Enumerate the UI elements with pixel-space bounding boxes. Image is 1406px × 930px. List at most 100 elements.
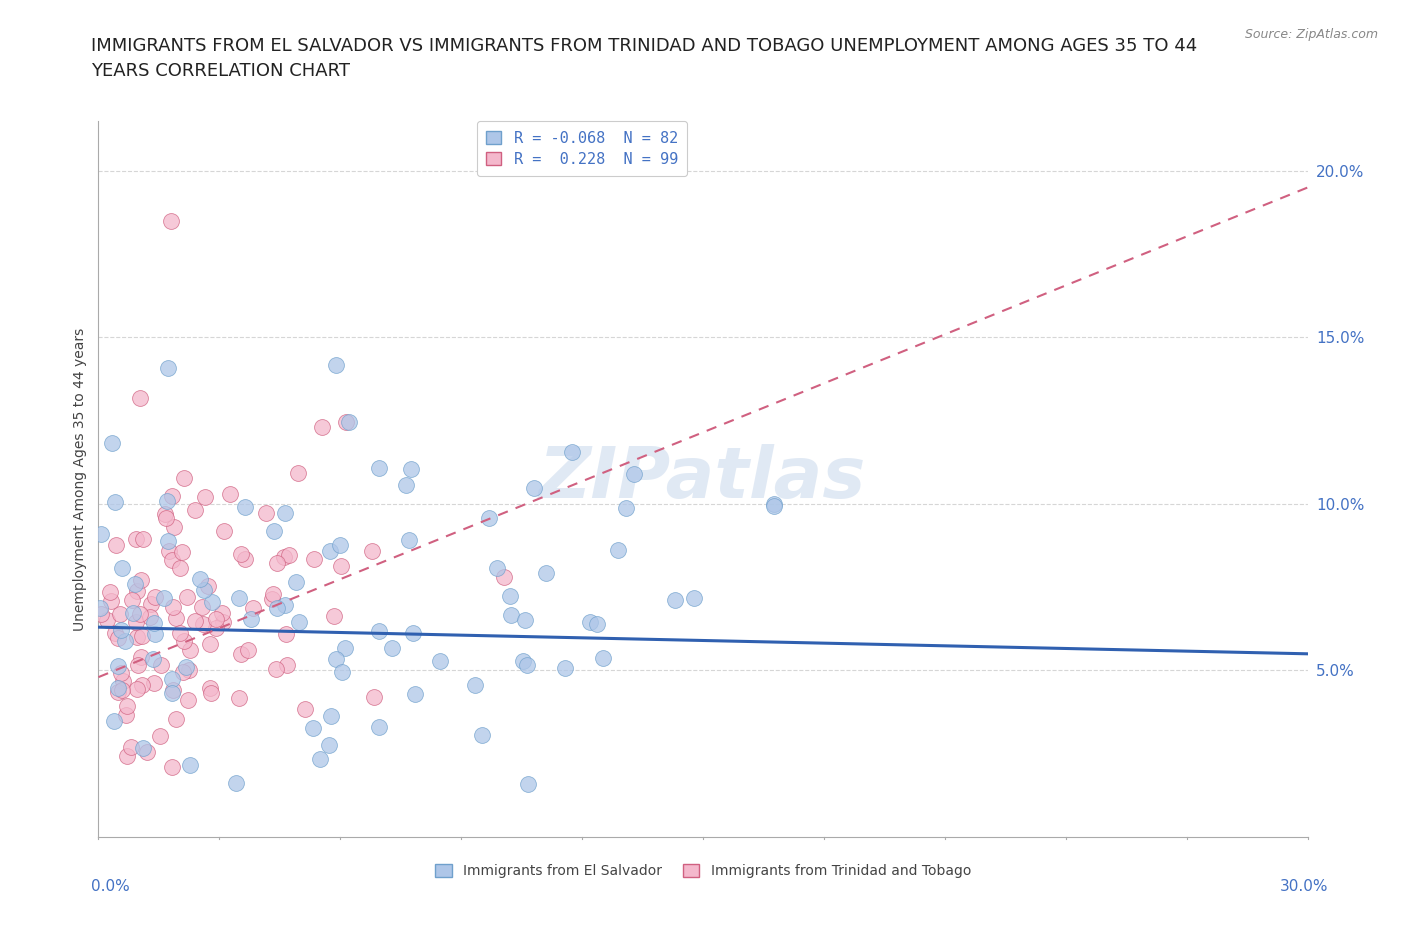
Point [262, 586, 284, 601]
Point [263, 524, 285, 538]
Point [191, 600, 214, 615]
Point [174, 659, 197, 674]
Point [107, 658, 129, 673]
Point [200, 685, 222, 700]
Point [157, 361, 180, 376]
Y-axis label: Unemployment Among Ages 35 to 44 years: Unemployment Among Ages 35 to 44 years [73, 327, 87, 631]
Point [211, 606, 233, 621]
Point [107, 680, 129, 695]
Point [516, 658, 538, 672]
Point [143, 616, 166, 631]
Point [623, 466, 645, 481]
Point [319, 544, 342, 559]
Point [104, 495, 127, 510]
Point [128, 391, 150, 405]
Point [169, 626, 191, 641]
Point [129, 650, 152, 665]
Point [162, 520, 184, 535]
Point [311, 419, 333, 434]
Point [264, 661, 287, 676]
Point [162, 599, 184, 614]
Point [124, 577, 146, 591]
Point [142, 652, 165, 667]
Point [177, 663, 200, 678]
Point [399, 461, 422, 476]
Point [122, 605, 145, 620]
Point [155, 511, 177, 525]
Point [157, 544, 180, 559]
Point [302, 552, 325, 567]
Point [325, 357, 347, 372]
Point [368, 720, 391, 735]
Point [517, 777, 540, 791]
Point [592, 651, 614, 666]
Point [225, 776, 247, 790]
Point [107, 684, 129, 699]
Point [149, 658, 172, 672]
Point [235, 552, 257, 567]
Point [193, 582, 215, 597]
Point [325, 652, 347, 667]
Point [513, 613, 536, 628]
Point [254, 506, 277, 521]
Point [160, 685, 183, 700]
Point [129, 606, 152, 621]
Point [323, 608, 346, 623]
Point [110, 665, 132, 680]
Text: IMMIGRANTS FROM EL SALVADOR VS IMMIGRANTS FROM TRINIDAD AND TOBAGO UNEMPLOYMENT : IMMIGRANTS FROM EL SALVADOR VS IMMIGRANT… [91, 37, 1198, 80]
Point [112, 673, 135, 688]
Point [165, 611, 187, 626]
Point [100, 593, 122, 608]
Point [125, 584, 148, 599]
Point [184, 614, 207, 629]
Point [333, 641, 356, 656]
Point [172, 664, 194, 679]
Point [110, 623, 132, 638]
Point [170, 544, 193, 559]
Point [149, 729, 172, 744]
Point [128, 658, 150, 672]
Point [762, 497, 785, 512]
Point [212, 524, 235, 538]
Point [242, 601, 264, 616]
Point [471, 728, 494, 743]
Point [512, 653, 534, 668]
Point [124, 532, 146, 547]
Point [429, 653, 451, 668]
Point [274, 627, 297, 642]
Point [117, 749, 139, 764]
Point [211, 615, 233, 630]
Point [191, 617, 214, 631]
Point [194, 489, 217, 504]
Point [198, 681, 221, 696]
Point [114, 707, 136, 722]
Point [464, 678, 486, 693]
Point [240, 612, 263, 627]
Point [160, 671, 183, 686]
Point [494, 570, 516, 585]
Point [162, 760, 184, 775]
Point [367, 460, 389, 475]
Point [274, 506, 297, 521]
Point [156, 494, 179, 509]
Point [485, 561, 508, 576]
Point [98, 585, 121, 600]
Point [179, 757, 201, 772]
Point [278, 548, 301, 563]
Point [288, 615, 311, 630]
Point [335, 415, 357, 430]
Point [273, 550, 295, 565]
Point [287, 466, 309, 481]
Point [205, 621, 228, 636]
Point [367, 623, 389, 638]
Point [143, 590, 166, 604]
Point [183, 502, 205, 517]
Point [664, 592, 686, 607]
Point [276, 658, 298, 672]
Point [120, 739, 142, 754]
Point [107, 631, 129, 645]
Point [404, 686, 426, 701]
Point [103, 713, 125, 728]
Point [273, 597, 295, 612]
Point [160, 488, 183, 503]
